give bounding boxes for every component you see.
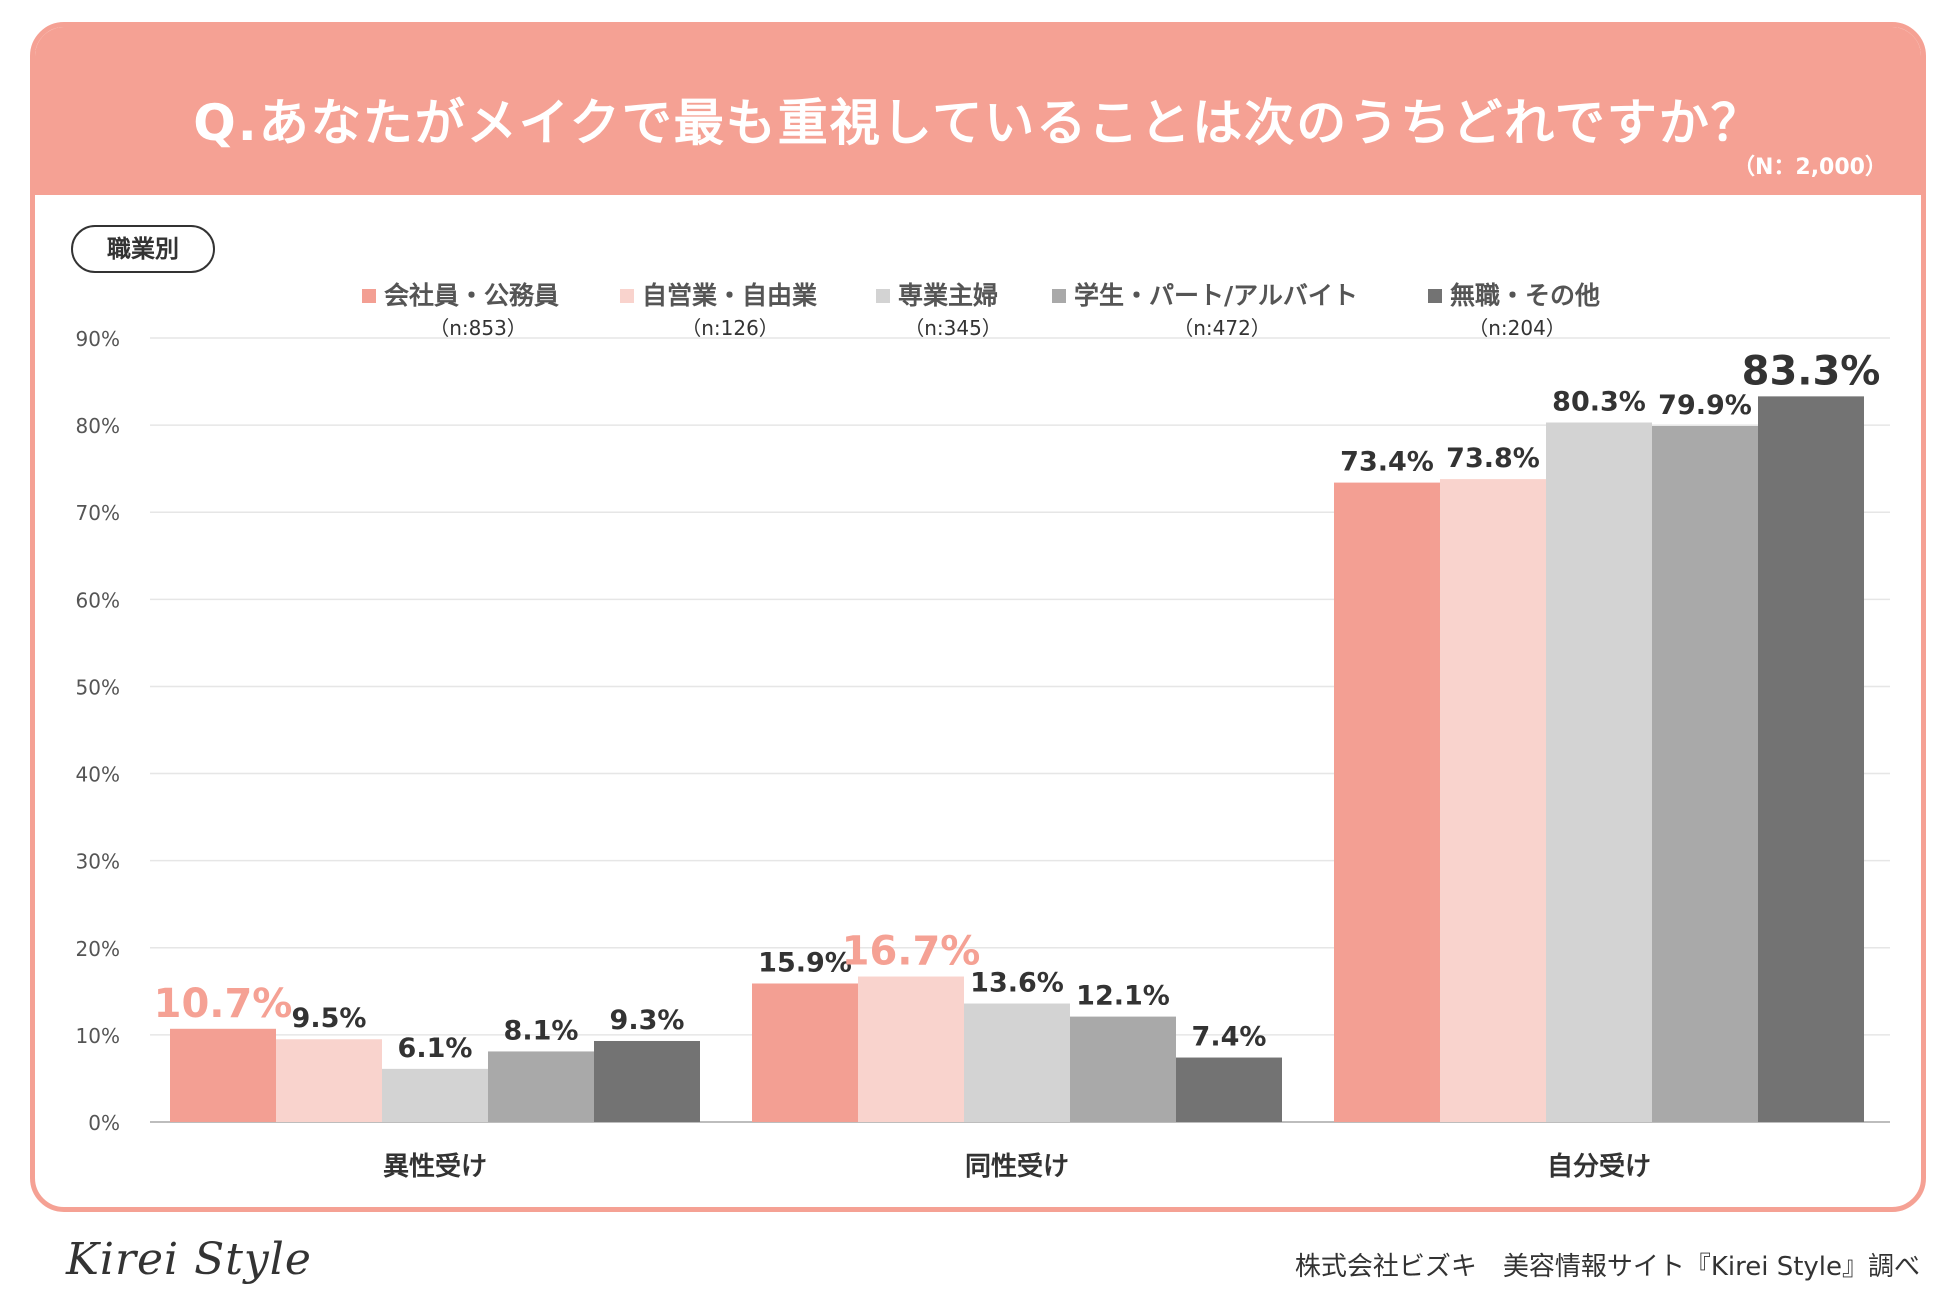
bar [382,1068,488,1122]
data-label: 73.8% [1446,443,1540,474]
label-layer: 10.7% 9.5% 6.1% 8.1% 9.3% 15.9%16.7%13.6% 12.1… [154,348,1881,1063]
data-label: 16.7% [842,929,981,975]
legend-swatch [1052,289,1066,303]
legend-label: 専業主婦 [898,281,998,310]
data-label: 12.1% [1076,981,1170,1012]
y-tick-label: 0% [88,1111,120,1135]
bar [488,1051,594,1122]
bar [1334,482,1440,1122]
bar [1070,1016,1176,1122]
data-label: 9.5% [292,1003,367,1034]
y-tick-label: 60% [76,588,120,612]
y-tick-label: 40% [76,763,120,787]
legend-label: 会社員・公務員 [384,281,559,310]
data-label: 9.3% [610,1005,685,1036]
legend-label: 学生・パート/アルバイト [1074,281,1358,310]
y-tick-label: 70% [76,501,120,525]
bar [858,976,964,1122]
axis-layer: 0% 10% 20% 30% 40% 50% 60% 70% 80% 90% 異性受け 同性受け 自分受… [76,327,1651,1182]
x-category-label: 自分受け [1547,1151,1651,1182]
data-label: 15.9% [758,947,852,978]
kirei-style-logo: Kirei Style [66,1234,312,1285]
y-tick-label: 80% [76,414,120,438]
x-category-label: 同性受け [965,1151,1069,1182]
bar [1758,396,1864,1122]
y-tick-label: 90% [76,327,120,351]
bar [1652,425,1758,1123]
bar [964,1003,1070,1122]
legend-label: 無職・その他 [1450,281,1600,310]
bar [170,1028,276,1122]
legend-label: 自営業・自由業 [642,281,817,310]
segment-label: 職業別 [71,225,215,273]
legend-sample-size: （n:853） [429,316,527,340]
legend-swatch [620,289,634,303]
data-label: 8.1% [504,1015,579,1046]
y-tick-label: 10% [76,1024,120,1048]
survey-credit: 株式会社ビズキ 美容情報サイト『Kirei Style』調べ [1294,1252,1920,1282]
data-label: 13.6% [970,968,1064,999]
header-banner: Q.あなたがメイクで最も重視していることは次のうちどれですか？ （N：2,000… [35,27,1921,195]
legend-sample-size: （n:204） [1468,316,1566,340]
chart-title: Q.あなたがメイクで最も重視していることは次のうちどれですか？ [193,94,1763,152]
legend-layer: 会社員・公務員 （n:853） 自営業・自由業 （n:126） 専業主婦 （n:345） 学… [362,281,1600,340]
bar [752,983,858,1122]
bar [1440,479,1546,1122]
data-label: 6.1% [398,1033,473,1064]
y-tick-label: 20% [76,937,120,961]
bar [1176,1057,1282,1122]
bar [1546,422,1652,1122]
y-tick-label: 30% [76,850,120,874]
legend-swatch [1428,289,1442,303]
data-label: 10.7% [154,981,293,1027]
legend-swatch [362,289,376,303]
data-label: 7.4% [1192,1022,1267,1053]
bar [594,1040,700,1122]
bar [276,1039,382,1122]
y-tick-label: 50% [76,675,120,699]
legend-sample-size: （n:126） [681,316,779,340]
bar-layer [170,396,1864,1123]
x-category-label: 異性受け [383,1151,487,1182]
legend-sample-size: （n:472） [1173,316,1271,340]
legend-sample-size: （n:345） [904,316,1002,340]
data-label: 80.3% [1552,386,1646,417]
data-label: 79.9% [1658,390,1752,421]
data-label: 73.4% [1340,447,1434,478]
data-label: 83.3% [1742,348,1881,394]
legend-swatch [876,289,890,303]
sample-size-note: （N：2,000） [1732,155,1887,180]
